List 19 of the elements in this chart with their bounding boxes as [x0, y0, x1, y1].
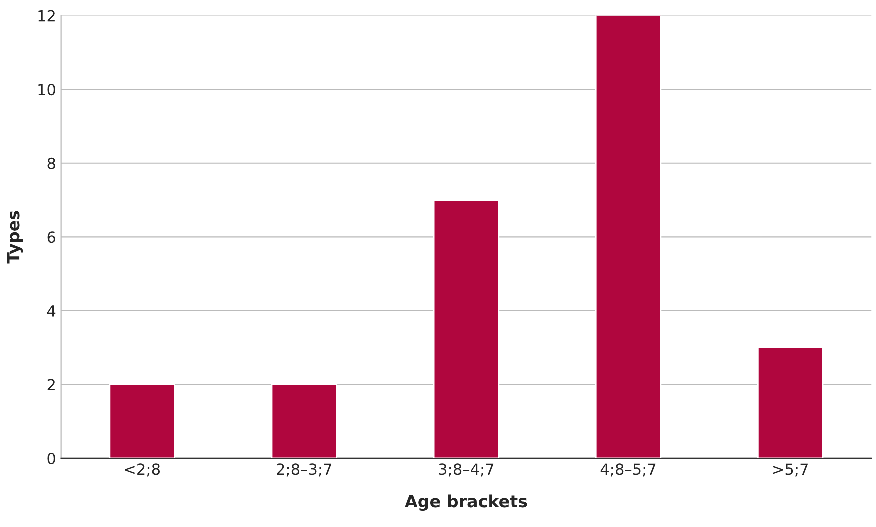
bar	[433, 200, 500, 458]
y-tick-label: 8	[48, 158, 56, 170]
bar	[595, 16, 662, 458]
x-tick-label: 3;8–4;7	[439, 464, 494, 477]
bar	[109, 384, 176, 458]
x-tick-label: >5;7	[774, 464, 808, 477]
x-tick-label: 2;8–3;7	[277, 464, 332, 477]
x-axis-title: Age brackets	[405, 494, 528, 512]
y-tick-label: 10	[38, 84, 56, 96]
bar	[271, 384, 338, 458]
y-tick-label: 4	[47, 306, 56, 317]
y-tick-label: 6	[48, 232, 56, 244]
bar	[757, 347, 824, 458]
y-tick-label: 12	[38, 10, 55, 22]
y-axis-title: Types	[7, 211, 24, 264]
y-tick-label: 2	[48, 379, 55, 391]
y-tick-label: 0	[48, 452, 56, 465]
x-tick-label: 4;8–5;7	[600, 464, 656, 477]
x-tick-label: <2;8	[125, 464, 160, 477]
